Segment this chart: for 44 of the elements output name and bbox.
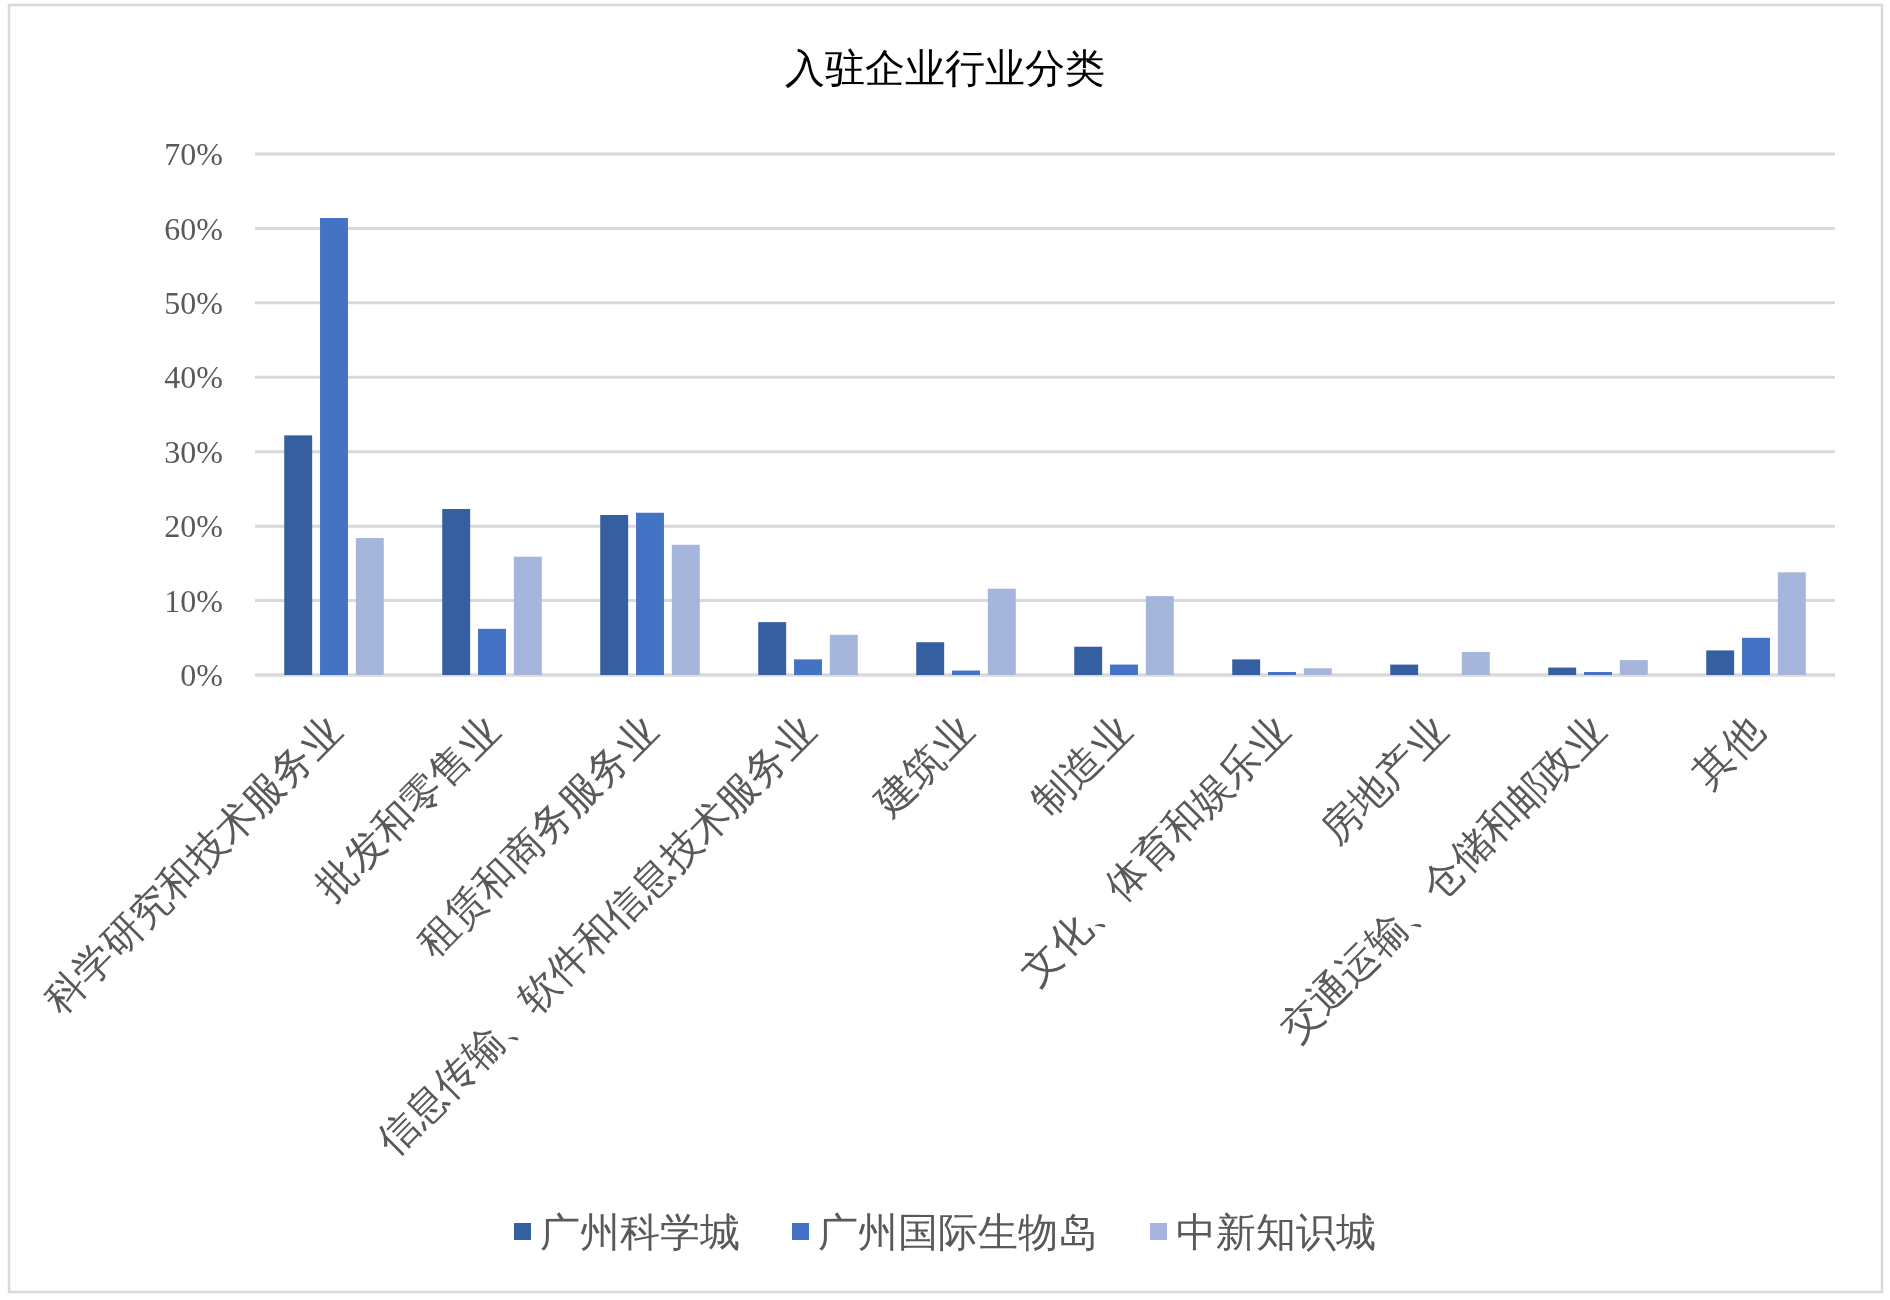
bar	[355, 538, 384, 675]
bar	[284, 435, 313, 675]
y-tick-label: 50%	[164, 285, 223, 322]
bar	[1145, 596, 1174, 675]
y-tick-label: 20%	[164, 508, 223, 545]
bar	[758, 622, 787, 675]
bar	[794, 659, 822, 675]
bar	[1742, 637, 1770, 675]
x-tick-label: 其他	[1684, 707, 1773, 796]
bar	[442, 509, 471, 675]
y-tick-label: 60%	[164, 210, 223, 247]
y-tick-label: 0%	[180, 657, 223, 694]
bar	[636, 512, 664, 675]
bar	[671, 544, 700, 675]
y-tick-label: 30%	[164, 433, 223, 470]
legend-label: 中新知识城	[1176, 1210, 1376, 1255]
bar	[1268, 672, 1296, 675]
bar	[320, 218, 348, 675]
y-tick-label: 70%	[164, 136, 223, 173]
bar	[1584, 672, 1612, 675]
legend-label: 广州科学城	[540, 1210, 740, 1255]
bar	[1619, 660, 1648, 675]
bar	[1548, 667, 1577, 675]
bar	[1232, 659, 1261, 675]
bar	[1461, 651, 1490, 675]
legend-label: 广州国际生物岛	[818, 1210, 1098, 1255]
x-tick-label: 建筑业	[865, 707, 983, 825]
bar	[513, 556, 542, 675]
y-tick-label: 10%	[164, 582, 223, 619]
bar	[1110, 664, 1138, 675]
bar	[1074, 646, 1103, 675]
bar	[1777, 572, 1806, 675]
y-tick-label: 40%	[164, 359, 223, 396]
bar	[829, 634, 858, 675]
bar	[1303, 668, 1332, 675]
bar	[952, 670, 980, 675]
bar	[600, 514, 629, 675]
bar	[478, 628, 506, 675]
chart-title: 入驻企业行业分类	[785, 46, 1105, 91]
bar	[916, 642, 945, 675]
bar	[987, 588, 1016, 675]
bar	[1706, 650, 1735, 675]
x-tick-label: 制造业	[1023, 707, 1141, 825]
bar	[1390, 664, 1419, 675]
